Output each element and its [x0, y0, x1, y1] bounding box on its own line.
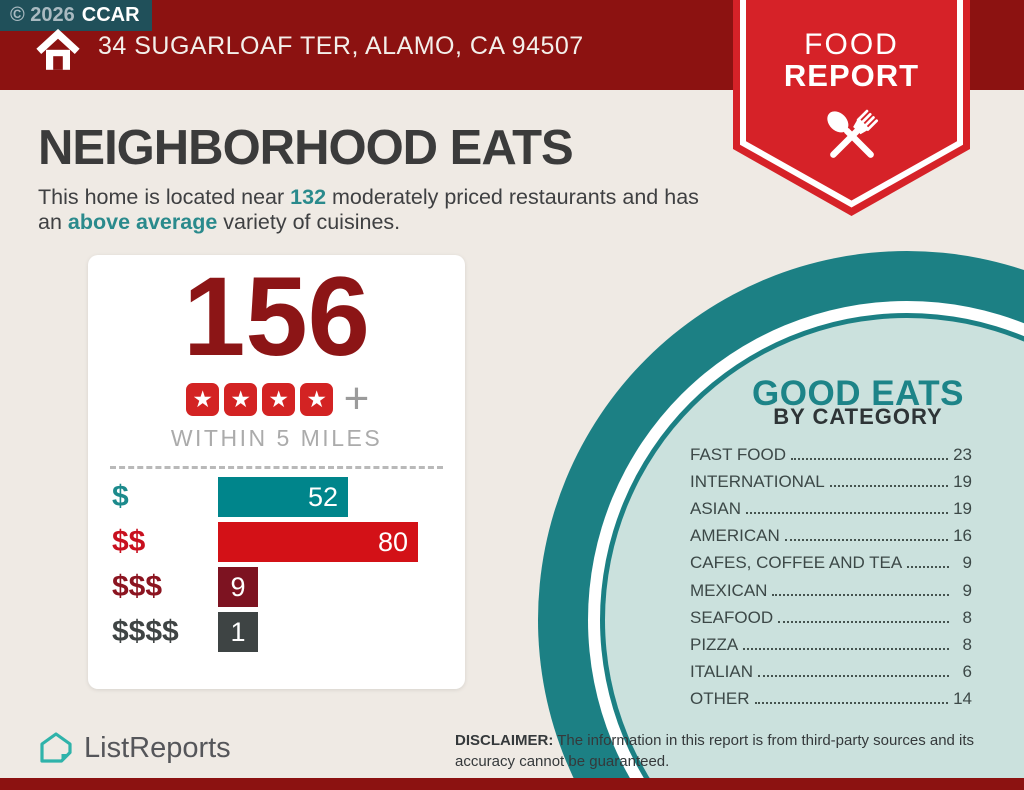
category-row: OTHER 14: [690, 686, 972, 713]
food-report-ribbon: FOOD REPORT: [733, 0, 970, 218]
category-row: ASIAN 19: [690, 495, 972, 522]
spoon-fork-icon: [812, 96, 892, 181]
category-row: ITALIAN 6: [690, 659, 972, 686]
ribbon-title-line1: FOOD: [804, 28, 899, 61]
footer-bar: [0, 778, 1024, 790]
bar-value: 80: [377, 526, 408, 557]
total-restaurant-count: 156: [183, 254, 370, 379]
category-list: FAST FOOD 23 INTERNATIONAL 19 ASIAN 19 AMER…: [690, 441, 972, 713]
category-row: CAFES, COFFEE AND TEA 9: [690, 550, 972, 577]
copyright-org: CCAR: [81, 4, 140, 26]
star-icon: ★: [224, 382, 258, 416]
price-tier-label: $$$: [112, 570, 163, 603]
dotted-leader: [757, 675, 949, 678]
category-label: AMERICAN: [690, 526, 780, 546]
category-row: INTERNATIONAL 19: [690, 468, 972, 495]
dotted-leader: [778, 620, 949, 623]
variety-highlight: above average: [67, 210, 218, 234]
category-value: 9: [962, 553, 972, 573]
bar: 1: [218, 612, 258, 652]
bar-row: $$ 80: [88, 522, 465, 562]
category-label: ASIAN: [690, 498, 742, 518]
bar-row: $$$ 9: [88, 567, 465, 607]
ribbon-title-line2: REPORT: [783, 58, 920, 93]
good-eats-subtitle: BY CATEGORY: [773, 404, 943, 429]
disclaimer-label: DISCLAIMER:: [455, 732, 554, 749]
restaurant-count: 132: [290, 185, 327, 209]
star-icon: ★: [300, 382, 334, 416]
listreports-house-icon: [40, 732, 72, 763]
dotted-divider: [110, 466, 443, 469]
category-row: PIZZA 8: [690, 631, 972, 658]
dotted-leader: [746, 511, 949, 514]
category-row: FAST FOOD 23: [690, 441, 972, 468]
summary-sentence: This home is located near 132 moderately…: [38, 185, 728, 235]
dotted-leader: [907, 566, 949, 569]
price-tier-bar-chart: $ 52 $$ 80 $$$ 9 $$$$ 1: [88, 477, 465, 652]
category-label: INTERNATIONAL: [690, 471, 825, 491]
price-tier-label: $: [112, 480, 129, 513]
disclaimer-text: The information in this report is from t…: [455, 732, 975, 770]
disclaimer: DISCLAIMER: The information in this repo…: [455, 730, 995, 772]
plus-sign: +: [343, 374, 370, 423]
category-value: 19: [953, 498, 972, 518]
bar-value: 9: [230, 571, 246, 602]
bar-value: 1: [230, 616, 246, 647]
bar-row: $ 52: [88, 477, 465, 517]
category-label: SEAFOOD: [690, 607, 774, 627]
category-value: 23: [953, 444, 972, 464]
dotted-leader: [772, 593, 949, 596]
subtitle-mid: moderately priced restaurants and has an: [38, 185, 699, 234]
category-label: CAFES, COFFEE AND TEA: [690, 553, 903, 573]
bar: 52: [218, 477, 348, 517]
copyright-badge: © 2026 CCAR: [0, 0, 152, 31]
star-tiles: ★ ★ ★ ★: [184, 382, 336, 416]
star-icon: ★: [262, 382, 296, 416]
bar-value: 52: [307, 481, 338, 512]
bar: 80: [218, 522, 418, 562]
page-title: NEIGHBORHOOD EATS: [38, 121, 574, 175]
bar: 9: [218, 567, 258, 607]
category-value: 14: [953, 689, 972, 709]
listreports-logo: ListReports: [38, 730, 231, 766]
copyright-year: © 2026: [10, 4, 75, 26]
property-address: 34 SUGARLOAF TER, ALAMO, CA 94507: [98, 32, 584, 60]
good-eats-title: GOOD EATS: [752, 374, 964, 413]
category-value: 8: [962, 607, 972, 627]
category-value: 8: [962, 634, 972, 654]
subtitle-post: variety of cuisines.: [217, 210, 401, 234]
dotted-leader: [754, 702, 949, 705]
category-value: 6: [962, 662, 972, 682]
dotted-leader: [791, 457, 949, 460]
star-icon: ★: [186, 382, 220, 416]
category-label: FAST FOOD: [690, 444, 787, 464]
category-value: 19: [953, 471, 972, 491]
restaurant-summary-card: 156 ★ ★ ★ ★ + WITHIN 5 MILES $ 52 $$ 80 $$$…: [88, 255, 465, 689]
category-value: 9: [962, 580, 972, 600]
subtitle-pre: This home is located near: [38, 185, 291, 209]
star-rating: ★ ★ ★ ★ +: [88, 374, 465, 423]
dotted-leader: [829, 484, 949, 487]
category-label: MEXICAN: [690, 580, 768, 600]
category-value: 16: [953, 526, 972, 546]
category-label: ITALIAN: [690, 662, 753, 682]
category-row: MEXICAN 9: [690, 577, 972, 604]
price-tier-label: $$$$: [112, 615, 179, 648]
brand-name: ListReports: [84, 731, 231, 764]
dotted-leader: [743, 647, 949, 650]
home-icon: [34, 24, 82, 79]
price-tier-label: $$: [112, 525, 146, 558]
category-row: SEAFOOD 8: [690, 604, 972, 631]
dotted-leader: [784, 539, 949, 542]
category-label: OTHER: [690, 689, 750, 709]
radius-label: WITHIN 5 MILES: [170, 425, 383, 451]
category-label: PIZZA: [690, 634, 739, 654]
bar-row: $$$$ 1: [88, 612, 465, 652]
category-row: AMERICAN 16: [690, 523, 972, 550]
